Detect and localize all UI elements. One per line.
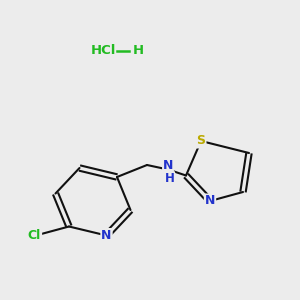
Text: N: N [163, 159, 173, 172]
Text: Cl: Cl [28, 229, 41, 242]
Text: H: H [132, 44, 144, 58]
Text: HCl: HCl [91, 44, 116, 58]
Text: N: N [101, 229, 112, 242]
Text: S: S [196, 134, 206, 148]
Text: N: N [205, 194, 215, 208]
Text: H: H [165, 172, 174, 185]
